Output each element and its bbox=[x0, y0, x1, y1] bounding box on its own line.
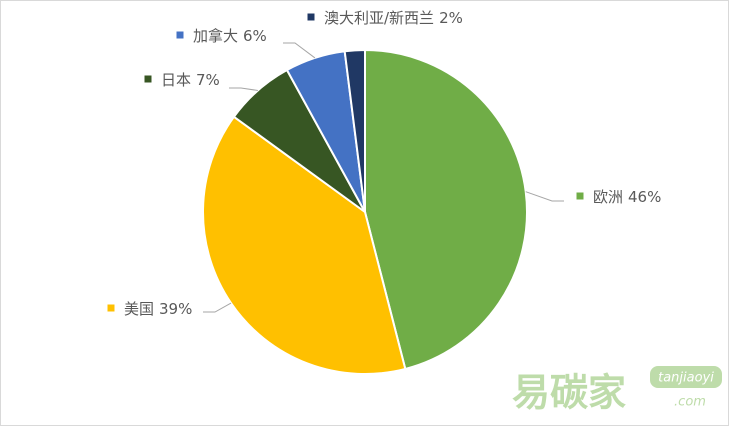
label-category: 美国 bbox=[124, 300, 154, 318]
leader-line bbox=[283, 42, 316, 59]
legend-marker bbox=[144, 75, 152, 83]
label-category: 加拿大 bbox=[193, 27, 238, 45]
labels: 欧洲 46% 美国 39% 日本 7% 加拿大 6% 澳大利亚/新西兰 2% bbox=[107, 9, 661, 318]
label-value: 46% bbox=[628, 188, 661, 206]
watermark-site: tanjiaoyi bbox=[658, 371, 714, 386]
watermark-domain: .com bbox=[674, 395, 706, 410]
legend-marker bbox=[176, 31, 184, 39]
data-label: 澳大利亚/新西兰 2% bbox=[324, 9, 463, 27]
pie bbox=[202, 48, 528, 375]
legend-marker bbox=[107, 304, 115, 312]
leader-line bbox=[203, 302, 232, 313]
data-label: 美国 39% bbox=[124, 300, 192, 318]
leader-line bbox=[525, 191, 564, 202]
data-label: 日本 7% bbox=[161, 71, 220, 89]
legend-marker bbox=[307, 13, 315, 21]
label-category: 澳大利亚/新西兰 bbox=[324, 9, 434, 27]
pie-slice bbox=[364, 48, 528, 371]
label-category: 欧洲 bbox=[593, 188, 623, 206]
label-value: 39% bbox=[159, 300, 192, 318]
label-value: 7% bbox=[196, 71, 220, 89]
label-value: 6% bbox=[243, 27, 267, 45]
label-category: 日本 bbox=[161, 71, 191, 89]
leader-line bbox=[229, 87, 258, 91]
watermark-badge bbox=[650, 366, 722, 388]
data-label: 欧洲 46% bbox=[593, 188, 661, 206]
watermark-brand: 易碳家 bbox=[512, 371, 626, 415]
data-label: 加拿大 6% bbox=[193, 27, 267, 45]
pie-slice bbox=[343, 48, 366, 213]
pie-slice bbox=[202, 115, 407, 375]
label-value: 2% bbox=[439, 9, 463, 27]
watermark: 易碳家 tanjiaoyi .com bbox=[512, 366, 722, 415]
legend-marker bbox=[576, 192, 584, 200]
